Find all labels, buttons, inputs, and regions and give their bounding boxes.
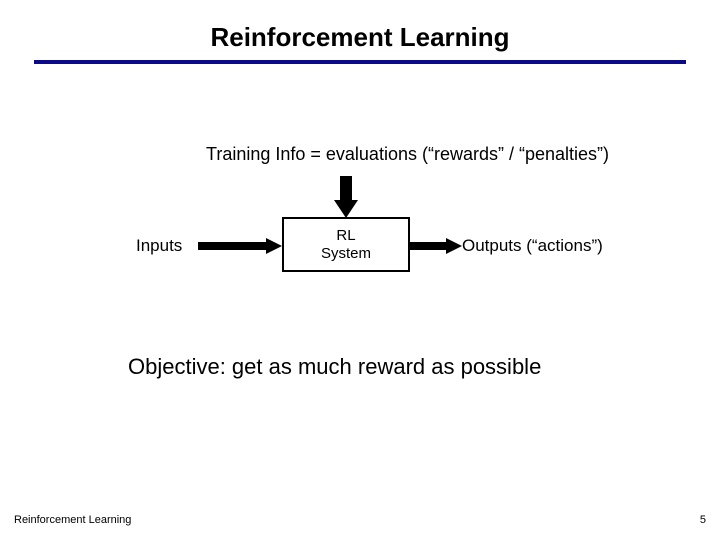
box-line-2: System xyxy=(321,245,371,262)
slide: Reinforcement Learning Training Info = e… xyxy=(0,0,720,540)
footer-title: Reinforcement Learning xyxy=(14,514,131,526)
objective-text: Objective: get as much reward as possibl… xyxy=(128,354,541,380)
inputs-label: Inputs xyxy=(136,236,182,256)
arrow-head xyxy=(266,238,282,254)
right-arrow-icon xyxy=(410,238,462,254)
arrow-shaft xyxy=(340,176,352,202)
outputs-label: Outputs (“actions”) xyxy=(462,236,603,256)
slide-title: Reinforcement Learning xyxy=(0,22,720,53)
arrow-head xyxy=(446,238,462,254)
right-arrow-icon xyxy=(198,238,282,254)
arrow-head xyxy=(334,200,358,218)
page-number: 5 xyxy=(700,514,706,526)
title-underline xyxy=(34,60,686,64)
box-line-1: RL xyxy=(336,227,355,244)
down-arrow-icon xyxy=(334,176,358,218)
arrow-shaft xyxy=(410,242,446,250)
training-info-text: Training Info = evaluations (“rewards” /… xyxy=(206,144,609,165)
rl-system-box: RL System xyxy=(282,217,410,272)
arrow-shaft xyxy=(198,242,266,250)
